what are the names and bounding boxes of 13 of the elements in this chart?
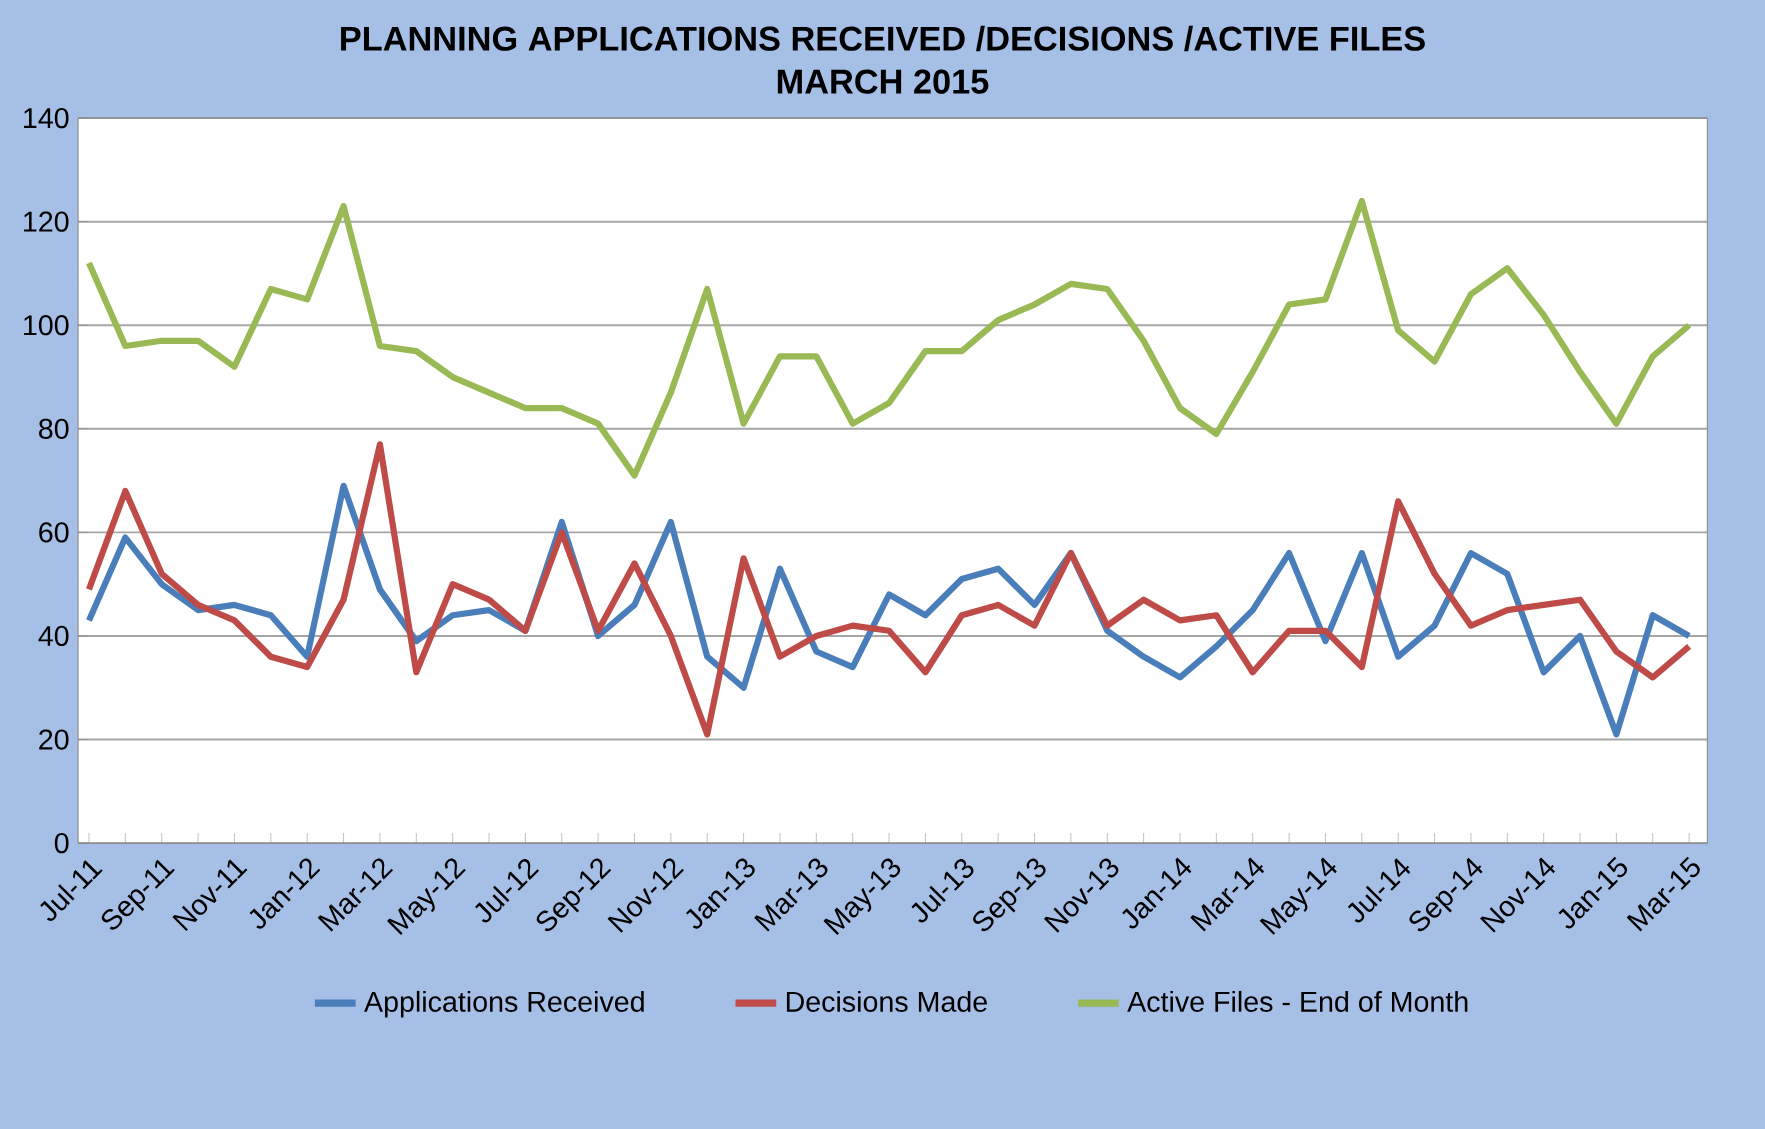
y-tick-label: 60 <box>39 522 69 543</box>
y-tick-label: 80 <box>39 418 69 439</box>
y-tick-label: 100 <box>24 315 69 336</box>
chart-subtitle: MARCH 2015 <box>777 69 989 94</box>
legend-label: Applications Received <box>364 990 644 1018</box>
y-tick-label: 20 <box>39 729 69 750</box>
chart-title: PLANNING APPLICATIONS RECEIVED /DECISIONS /ACTIVE FILES <box>341 25 1425 52</box>
legend-label: Decisions Made <box>786 990 987 1012</box>
y-tick-label: 40 <box>38 625 69 647</box>
legend-label: Active Files - End of Month <box>1127 990 1468 1012</box>
y-tick-label: 0 <box>54 833 69 854</box>
y-tick-label: 140 <box>24 108 69 129</box>
y-tick-label: 120 <box>24 211 69 232</box>
